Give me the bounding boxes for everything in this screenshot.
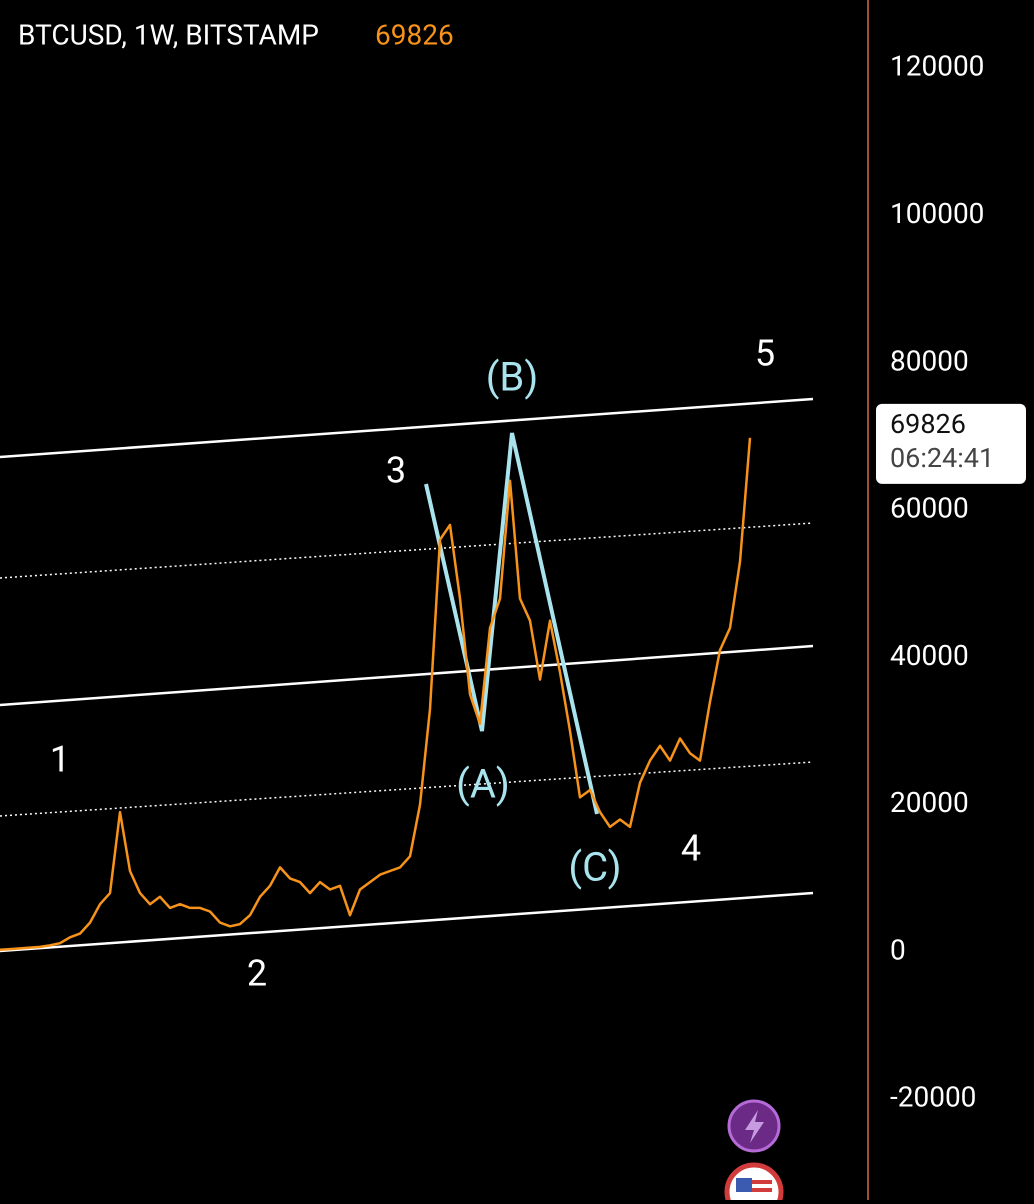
y-tick-label: 100000	[890, 197, 984, 230]
wave-label: (C)	[568, 844, 621, 891]
wave-label: 4	[681, 828, 701, 870]
channel-mid-lower	[0, 761, 814, 817]
channel	[0, 397, 814, 953]
y-tick-label: 80000	[890, 344, 969, 377]
wave-zigzag	[424, 432, 599, 815]
wave-label: 1	[50, 739, 70, 781]
price-line	[0, 437, 752, 952]
wave-label: 3	[386, 450, 406, 492]
wave-label: 5	[755, 333, 775, 375]
channel-mid	[0, 644, 814, 707]
wave-label: (A)	[456, 761, 510, 808]
header-price: 69826	[375, 18, 454, 51]
price-tag-value: 69826	[890, 408, 966, 440]
channel-mid-upper	[0, 522, 814, 579]
channel-top	[0, 397, 814, 459]
wave-label: (B)	[486, 354, 539, 401]
lightning-icon[interactable]	[727, 1099, 781, 1153]
price-tag	[876, 403, 1026, 484]
y-tick-label: 20000	[890, 786, 969, 819]
y-tick-label: 120000	[890, 50, 984, 83]
y-tick-label: -20000	[890, 1081, 976, 1114]
series-layer	[0, 437, 752, 952]
symbol-title: BTCUSD, 1W, BITSTAMP	[18, 18, 319, 51]
flag-icon[interactable]	[724, 1162, 784, 1204]
y-tick-label: 40000	[890, 639, 969, 672]
y-tick-label: 0	[890, 933, 906, 966]
channel-bottom	[0, 891, 814, 953]
price-tag-countdown: 06:24:41	[890, 442, 994, 474]
y-tick-label: 60000	[890, 492, 969, 525]
wave-label: 2	[247, 953, 267, 995]
